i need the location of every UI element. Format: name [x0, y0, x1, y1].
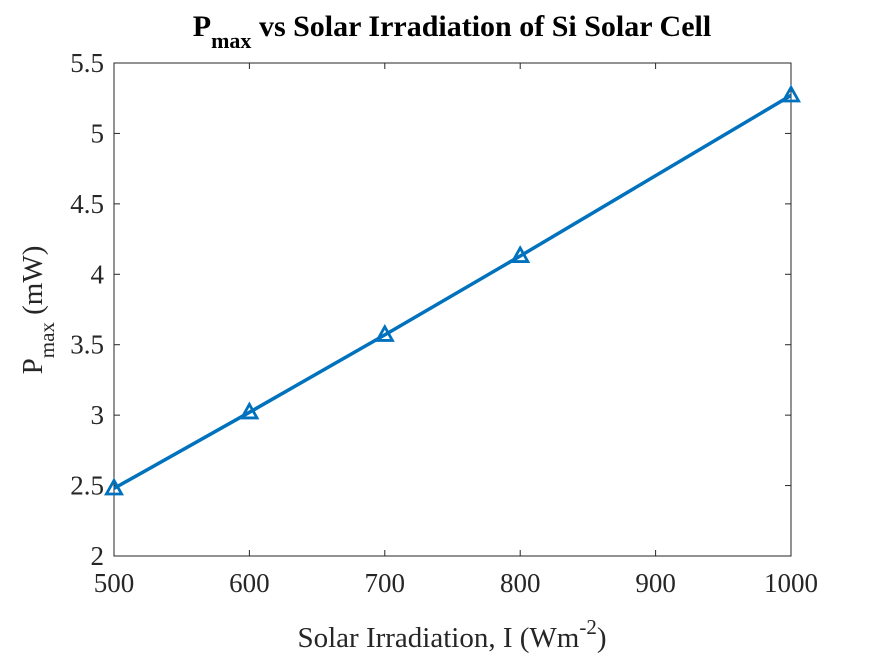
chart-title: Pmax vs Solar Irradiation of Si Solar Ce… [193, 10, 711, 53]
chart-title-rest: vs Solar Irradiation of Si Solar Cell [251, 10, 711, 43]
data-point-marker [104, 477, 124, 496]
x-tick-label: 1000 [764, 568, 818, 598]
y-axis-label-main: P [17, 358, 49, 374]
x-tick-label: 600 [229, 568, 270, 598]
x-axis-label-end: ) [597, 622, 607, 654]
data-point-marker [374, 323, 395, 342]
x-tick-label: 500 [94, 568, 135, 598]
y-tick-label: 5.5 [70, 48, 104, 78]
series-line-0 [113, 93, 792, 490]
y-tick-label: 2 [91, 541, 105, 571]
series-layer [104, 84, 801, 496]
plot-area [113, 62, 792, 557]
y-axis-label-rest: (mW) [17, 246, 49, 323]
y-tick-label: 5 [91, 118, 105, 148]
y-tick-label: 3.5 [70, 330, 104, 360]
chart-title-main: P [193, 10, 211, 43]
x-tick-label: 800 [500, 568, 541, 598]
x-axis-label: Solar Irradiation, I (Wm-2) [297, 615, 606, 654]
y-tick-label: 2.5 [70, 471, 104, 501]
y-axis-label-sub: max [35, 322, 59, 359]
axis-ticks [113, 62, 792, 557]
y-tick-label: 4.5 [70, 189, 104, 219]
data-point-marker [239, 401, 260, 420]
x-tick-label: 700 [365, 568, 406, 598]
axis-tick-labels: 500 600 700 800 900 1000 2 2.5 3 3.5 4 4.5 5 5.5 [70, 48, 818, 598]
data-point-marker [781, 84, 801, 103]
y-tick-label: 3 [91, 400, 105, 430]
y-axis-label: Pmax (mW) [17, 246, 59, 375]
data-point-marker [510, 245, 531, 263]
x-tick-label: 900 [635, 568, 676, 598]
chart-title-sub: max [211, 28, 251, 53]
x-axis-label-main: Solar Irradiation, I (Wm [297, 622, 579, 654]
x-axis-label-sup: -2 [579, 615, 597, 639]
y-tick-label: 4 [91, 259, 105, 289]
